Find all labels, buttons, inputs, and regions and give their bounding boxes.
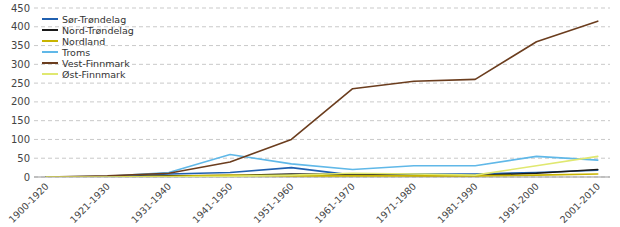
grid-line — [34, 45, 610, 46]
series-line — [46, 154, 597, 177]
y-tick-label: 250 — [11, 78, 30, 89]
x-tick-label: 1981-1990 — [435, 181, 479, 225]
legend-swatch — [42, 29, 58, 31]
y-tick-label: 200 — [11, 96, 30, 107]
series-line — [46, 21, 597, 177]
x-tick-label: 1921-1930 — [68, 181, 112, 225]
y-tick-label: 0 — [24, 172, 30, 183]
x-tick-label: 1900-1920 — [6, 181, 50, 225]
y-tick-label: 450 — [11, 3, 30, 14]
y-tick-label: 100 — [11, 134, 30, 145]
series-line — [46, 156, 597, 177]
x-tick-label: 1931-1940 — [129, 181, 173, 225]
legend-label: Vest-Finnmark — [62, 58, 130, 69]
series-line — [46, 169, 597, 177]
x-tick-label: 2001-2010 — [558, 181, 602, 225]
legend-swatch — [42, 73, 58, 75]
y-tick-label: 50 — [17, 153, 30, 164]
grid-line — [34, 8, 610, 9]
y-tick-label: 150 — [11, 115, 30, 126]
grid-line — [34, 83, 610, 84]
y-tick-label: 300 — [11, 59, 30, 70]
y-tick-label: 400 — [11, 21, 30, 32]
x-tick-label: 1961-1970 — [313, 181, 357, 225]
grid-line — [34, 120, 610, 121]
legend-swatch — [42, 62, 58, 64]
legend-swatch — [42, 40, 58, 42]
grid-line — [34, 139, 610, 140]
legend-label: Nord-Trøndelag — [62, 25, 134, 36]
x-axis: 1900-1920 1921-1930 1931-1940 1941-1950 1951… — [6, 181, 602, 225]
grid-line — [34, 101, 610, 102]
lines — [46, 21, 597, 177]
grid — [34, 8, 610, 177]
x-tick-label: 1941-1950 — [190, 181, 234, 225]
y-axis: 0 50 100 150 200 250 300 350 400 450 — [11, 3, 30, 183]
x-tick-label: 1991-2000 — [496, 181, 540, 225]
chart: 0 50 100 150 200 250 300 350 400 450 1900-1920 1921… — [0, 0, 620, 227]
legend-swatch — [42, 18, 58, 20]
y-tick-label: 350 — [11, 40, 30, 51]
legend-label: Sør-Trøndelag — [62, 14, 126, 25]
legend: Sør-TrøndelagNord-TrøndelagNordlandTroms… — [42, 14, 134, 80]
legend-label: Øst-Finnmark — [62, 69, 126, 80]
legend-swatch — [42, 51, 58, 53]
legend-label: Troms — [61, 47, 90, 58]
x-tick-label: 1971-1980 — [374, 181, 418, 225]
x-tick-label: 1951-1960 — [251, 181, 295, 225]
legend-label: Nordland — [62, 36, 105, 47]
